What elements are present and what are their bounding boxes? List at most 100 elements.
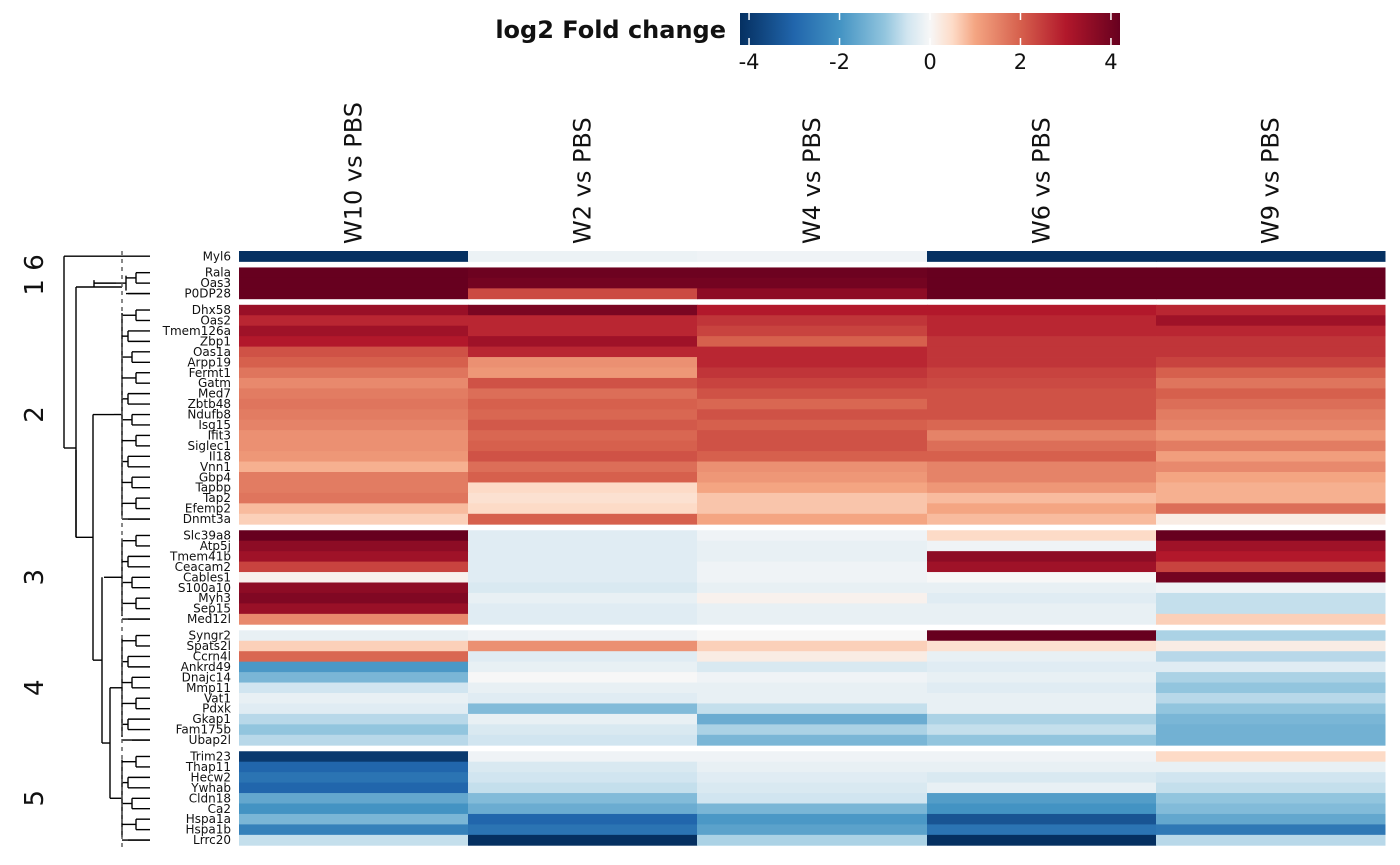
heatmap-cell <box>927 793 1157 804</box>
heatmap-cell <box>468 251 698 262</box>
heatmap-cell <box>239 761 469 773</box>
heatmap-cell <box>239 513 469 525</box>
heatmap-cell <box>1156 613 1386 625</box>
heatmap-cell <box>697 751 928 763</box>
heatmap-cell <box>1156 398 1386 410</box>
row-label: Gkap1 <box>192 712 231 726</box>
column-label: W4 vs PBS <box>798 117 826 244</box>
row-label: Isg15 <box>198 418 231 432</box>
heatmap-cell <box>1156 772 1386 783</box>
row-label: Fam175b <box>176 723 231 737</box>
heatmap-cell <box>239 693 469 704</box>
heatmap-cell <box>468 409 698 421</box>
heatmap-cell <box>468 682 698 694</box>
heatmap-cell <box>468 603 698 615</box>
row-label: Cldn18 <box>189 791 231 805</box>
heatmap-cell <box>1156 367 1386 379</box>
row-label: Pdxk <box>202 702 231 716</box>
heatmap-cell <box>697 661 928 673</box>
heatmap-cell <box>697 813 928 825</box>
heatmap-cell <box>468 813 698 825</box>
heatmap-cell <box>1156 377 1386 389</box>
row-label: Oas2 <box>200 314 231 328</box>
heatmap-cell <box>468 751 698 763</box>
heatmap-cell <box>239 540 469 552</box>
heatmap-cell <box>1156 503 1386 515</box>
heatmap-cell <box>697 492 928 504</box>
row-label: Hecw2 <box>191 770 231 784</box>
heatmap-cell <box>927 288 1157 300</box>
heatmap-cell <box>697 551 928 562</box>
row-label: Hspa1a <box>186 812 231 826</box>
heatmap-cell <box>239 751 469 763</box>
heatmap-cell <box>239 640 469 652</box>
heatmap-cell <box>468 724 698 736</box>
heatmap-cell <box>239 824 469 836</box>
heatmap-cell <box>927 492 1157 504</box>
row-label: Ubap2l <box>189 733 231 747</box>
heatmap-cell <box>239 630 469 642</box>
heatmap-cell <box>239 388 469 400</box>
heatmap-cell <box>927 325 1157 337</box>
heatmap-cell <box>697 503 928 515</box>
heatmap-cell <box>927 672 1157 683</box>
heatmap-cell <box>697 251 928 262</box>
heatmap-cell <box>468 782 698 794</box>
heatmap-cell <box>468 613 698 625</box>
heatmap-cell <box>697 613 928 625</box>
column-label: W6 vs PBS <box>1028 117 1056 244</box>
cluster-labels: 1 6 2 3 4 5 <box>20 254 50 806</box>
heatmap-cell <box>468 277 698 289</box>
heatmap-cell <box>239 357 469 368</box>
heatmap-cell <box>1156 409 1386 421</box>
heatmap-cell <box>927 482 1157 494</box>
heatmap-cell <box>697 315 928 327</box>
heatmap-cell <box>1156 803 1386 815</box>
heatmap-cell <box>927 346 1157 358</box>
heatmap-cell <box>1156 713 1386 725</box>
legend-tick-label: 4 <box>1104 50 1117 74</box>
heatmap-cell <box>239 419 469 431</box>
heatmap-cell <box>468 761 698 773</box>
heatmap-cell <box>239 661 469 673</box>
heatmap-cell <box>468 640 698 652</box>
heatmap-cell <box>697 398 928 410</box>
column-labels: W10 vs PBS W2 vs PBS W4 vs PBS W6 vs PBS W9 … <box>340 102 1285 244</box>
heatmap-cell <box>239 592 469 604</box>
heatmap-cell <box>697 461 928 473</box>
heatmap-cell <box>468 472 698 483</box>
row-label: Mmp11 <box>186 681 231 695</box>
heatmap-cell <box>697 267 928 279</box>
row-label: Gatm <box>198 376 231 390</box>
heatmap-cell <box>697 561 928 573</box>
heatmap-cell <box>1156 651 1386 663</box>
heatmap-cell <box>927 409 1157 421</box>
row-label: Slc39a8 <box>183 529 231 543</box>
heatmap-cell <box>468 734 698 746</box>
heatmap-cell <box>697 672 928 683</box>
heatmap-cell <box>927 782 1157 794</box>
heatmap-cell <box>1156 592 1386 604</box>
heatmap-cell <box>239 803 469 815</box>
heatmap-cell <box>1156 793 1386 804</box>
heatmap-cell <box>697 288 928 300</box>
row-label: Dnajc14 <box>182 670 231 684</box>
row-label: Oas1a <box>193 345 231 359</box>
row-label: Trim23 <box>189 750 231 764</box>
heatmap-cell <box>697 513 928 525</box>
heatmap-cell <box>927 724 1157 736</box>
heatmap-cell <box>468 513 698 525</box>
heatmap-cell <box>239 561 469 573</box>
heatmap-cell <box>1156 267 1386 279</box>
row-label: Myl6 <box>203 249 231 263</box>
heatmap-cell <box>697 388 928 400</box>
heatmap-cell <box>927 582 1157 594</box>
heatmap-cell <box>927 813 1157 825</box>
heatmap-cell <box>468 367 698 379</box>
heatmap-cell <box>1156 703 1386 715</box>
color-legend: log2 Fold change -4 -2 0 2 4 <box>495 13 1120 74</box>
heatmap-cell <box>1156 315 1386 327</box>
heatmap-cell <box>1156 824 1386 836</box>
row-label: Tapbp <box>194 481 231 495</box>
